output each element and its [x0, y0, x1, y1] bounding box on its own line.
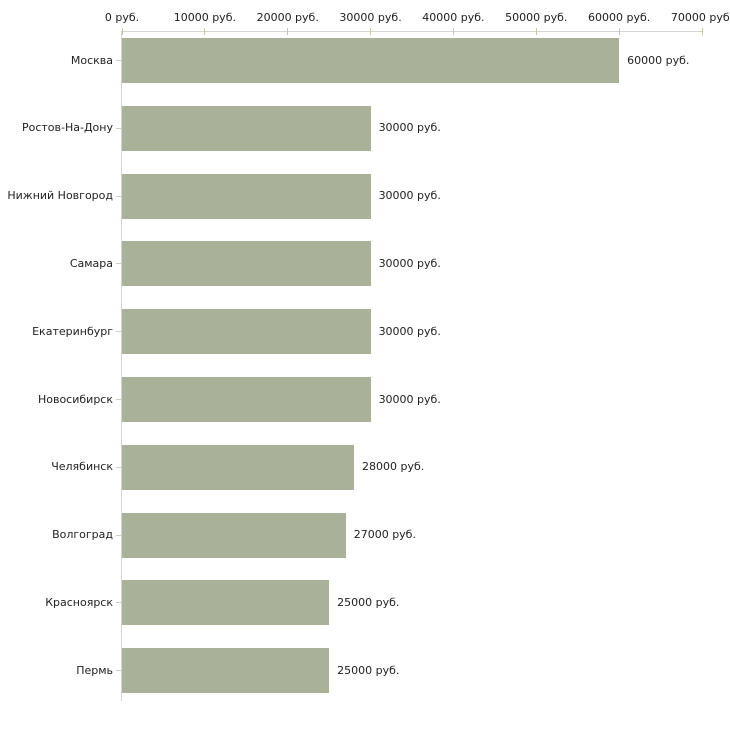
x-tick-mark — [370, 28, 372, 35]
x-tick-mark — [701, 28, 703, 35]
bar-value-label: 60000 руб. — [627, 53, 690, 67]
bar — [122, 648, 330, 694]
bar-value-label: 30000 руб. — [378, 392, 441, 406]
bar-value-label: 28000 руб. — [362, 460, 425, 474]
y-tick-mark — [116, 670, 122, 672]
bar — [122, 512, 346, 558]
bar-category-label: Волгоград — [52, 528, 113, 542]
y-tick-mark — [116, 602, 122, 604]
bar-category-label: Самара — [69, 256, 113, 270]
bar-value-label: 30000 руб. — [378, 324, 441, 338]
bar-category-label: Москва — [70, 53, 113, 67]
y-tick-mark — [116, 399, 122, 400]
bar-category-label: Ростов-На-Дону — [21, 121, 113, 135]
x-tick-label: 50000 руб. — [505, 11, 568, 24]
bar-value-label: 30000 руб. — [378, 256, 441, 270]
bar-value-label: 30000 руб. — [378, 121, 441, 135]
x-tick-label: 10000 руб. — [173, 11, 236, 24]
y-tick-mark — [116, 60, 122, 61]
y-tick-mark — [116, 263, 122, 265]
bar — [122, 309, 371, 355]
y-tick-mark — [116, 331, 122, 333]
bar — [122, 444, 354, 490]
x-tick-label: 20000 руб. — [256, 11, 319, 24]
bar-category-label: Красноярск — [45, 595, 113, 609]
bar — [122, 377, 371, 422]
bar-value-label: 25000 руб. — [337, 595, 400, 609]
x-tick-label: 30000 руб. — [339, 11, 402, 24]
x-tick-mark — [121, 28, 123, 35]
bar — [122, 105, 371, 151]
x-tick-label: 60000 руб. — [588, 11, 651, 24]
bar — [122, 173, 371, 219]
bar — [122, 580, 330, 626]
bar-value-label: 30000 руб. — [378, 189, 441, 203]
x-tick-label: 40000 руб. — [422, 11, 485, 24]
bar-category-label: Нижний Новгород — [7, 189, 113, 203]
x-tick-mark — [618, 28, 620, 35]
x-tick-label: 0 руб. — [104, 11, 140, 24]
bar — [122, 38, 620, 83]
x-tick-mark — [287, 28, 289, 35]
bar-category-label: Пермь — [76, 663, 113, 677]
y-tick-mark — [116, 466, 122, 468]
bar-category-label: Челябинск — [51, 460, 113, 474]
y-tick-mark — [116, 195, 122, 197]
bar-category-label: Новосибирск — [37, 392, 113, 406]
x-tick-label: 70000 руб. — [670, 11, 730, 24]
x-tick-mark — [452, 28, 454, 35]
bar-category-label: Екатеринбург — [32, 324, 113, 338]
y-axis-line — [121, 31, 122, 701]
y-tick-mark — [116, 534, 122, 536]
bar-value-label: 27000 руб. — [353, 528, 416, 542]
bar-value-label: 25000 руб. — [337, 663, 400, 677]
x-tick-mark — [535, 28, 537, 35]
x-tick-mark — [204, 28, 206, 35]
y-tick-mark — [116, 127, 122, 129]
x-axis-line — [121, 31, 702, 32]
bar — [122, 241, 371, 287]
